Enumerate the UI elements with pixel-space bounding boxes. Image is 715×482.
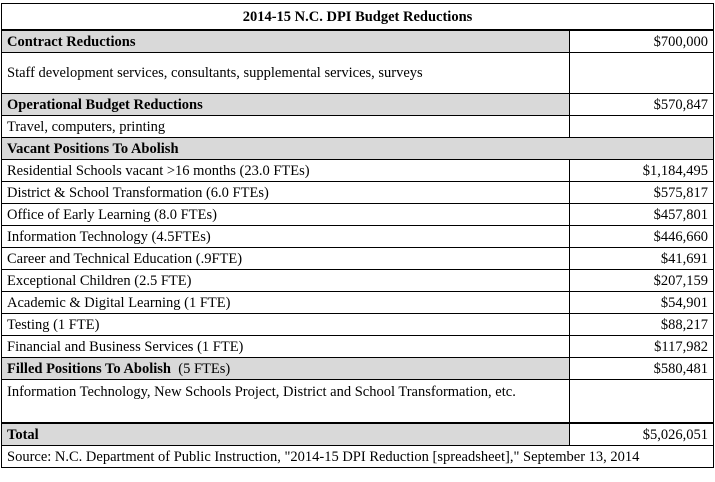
table-title: 2014-15 N.C. DPI Budget Reductions bbox=[1, 3, 714, 31]
total-row: Total $5,026,051 bbox=[1, 422, 714, 446]
row-amount: $88,217 bbox=[569, 313, 714, 336]
section-filled-detail: Information Technology, New Schools Proj… bbox=[1, 379, 570, 424]
row-amount: $54,901 bbox=[569, 291, 714, 314]
section-filled-detail-row: Information Technology, New Schools Proj… bbox=[1, 379, 714, 424]
section-contract-amount: $700,000 bbox=[569, 29, 714, 53]
empty-amount-cell bbox=[569, 52, 714, 94]
budget-reductions-table: 2014-15 N.C. DPI Budget Reductions Contr… bbox=[1, 3, 714, 468]
row-label: Office of Early Learning (8.0 FTEs) bbox=[1, 203, 570, 226]
section-operational-amount: $570,847 bbox=[569, 93, 714, 116]
row-label: Testing (1 FTE) bbox=[1, 313, 570, 336]
table-title-row: 2014-15 N.C. DPI Budget Reductions bbox=[1, 3, 714, 31]
row-label: Financial and Business Services (1 FTE) bbox=[1, 335, 570, 358]
source-row: Source: N.C. Department of Public Instru… bbox=[1, 445, 714, 468]
total-amount: $5,026,051 bbox=[569, 422, 714, 446]
section-operational-detail: Travel, computers, printing bbox=[1, 115, 570, 138]
section-filled-cell: Filled Positions To Abolish (5 FTEs) bbox=[1, 357, 570, 380]
section-operational-detail-row: Travel, computers, printing bbox=[1, 115, 714, 138]
empty-amount-cell bbox=[569, 379, 714, 424]
section-operational-label: Operational Budget Reductions bbox=[1, 93, 570, 116]
section-filled-row: Filled Positions To Abolish (5 FTEs) $58… bbox=[1, 357, 714, 380]
table-row: Exceptional Children (2.5 FTE) $207,159 bbox=[1, 269, 714, 292]
row-amount: $446,660 bbox=[569, 225, 714, 248]
table-row: Residential Schools vacant >16 months (2… bbox=[1, 159, 714, 182]
table-row: Information Technology (4.5FTEs) $446,66… bbox=[1, 225, 714, 248]
table-row: District & School Transformation (6.0 FT… bbox=[1, 181, 714, 204]
row-label: District & School Transformation (6.0 FT… bbox=[1, 181, 570, 204]
row-label: Residential Schools vacant >16 months (2… bbox=[1, 159, 570, 182]
row-label: Academic & Digital Learning (1 FTE) bbox=[1, 291, 570, 314]
row-amount: $457,801 bbox=[569, 203, 714, 226]
section-vacant-row: Vacant Positions To Abolish bbox=[1, 137, 714, 160]
section-contract-detail-row: Staff development services, consultants,… bbox=[1, 52, 714, 94]
total-label: Total bbox=[1, 422, 570, 446]
section-filled-fte: (5 FTEs) bbox=[178, 360, 231, 377]
table-row: Academic & Digital Learning (1 FTE) $54,… bbox=[1, 291, 714, 314]
section-filled-label: Filled Positions To Abolish bbox=[7, 360, 171, 377]
row-amount: $117,982 bbox=[569, 335, 714, 358]
row-label: Information Technology (4.5FTEs) bbox=[1, 225, 570, 248]
table-row: Financial and Business Services (1 FTE) … bbox=[1, 335, 714, 358]
table-row: Career and Technical Education (.9FTE) $… bbox=[1, 247, 714, 270]
row-label: Career and Technical Education (.9FTE) bbox=[1, 247, 570, 270]
source-citation: Source: N.C. Department of Public Instru… bbox=[1, 445, 714, 468]
row-amount: $207,159 bbox=[569, 269, 714, 292]
section-vacant-label: Vacant Positions To Abolish bbox=[1, 137, 714, 160]
empty-amount-cell bbox=[569, 115, 714, 138]
section-contract-label: Contract Reductions bbox=[1, 29, 570, 53]
table-row: Testing (1 FTE) $88,217 bbox=[1, 313, 714, 336]
section-contract-detail: Staff development services, consultants,… bbox=[1, 52, 570, 94]
row-amount: $575,817 bbox=[569, 181, 714, 204]
section-filled-amount: $580,481 bbox=[569, 357, 714, 380]
row-label: Exceptional Children (2.5 FTE) bbox=[1, 269, 570, 292]
row-amount: $1,184,495 bbox=[569, 159, 714, 182]
section-contract-row: Contract Reductions $700,000 bbox=[1, 29, 714, 53]
row-amount: $41,691 bbox=[569, 247, 714, 270]
section-operational-row: Operational Budget Reductions $570,847 bbox=[1, 93, 714, 116]
table-row: Office of Early Learning (8.0 FTEs) $457… bbox=[1, 203, 714, 226]
